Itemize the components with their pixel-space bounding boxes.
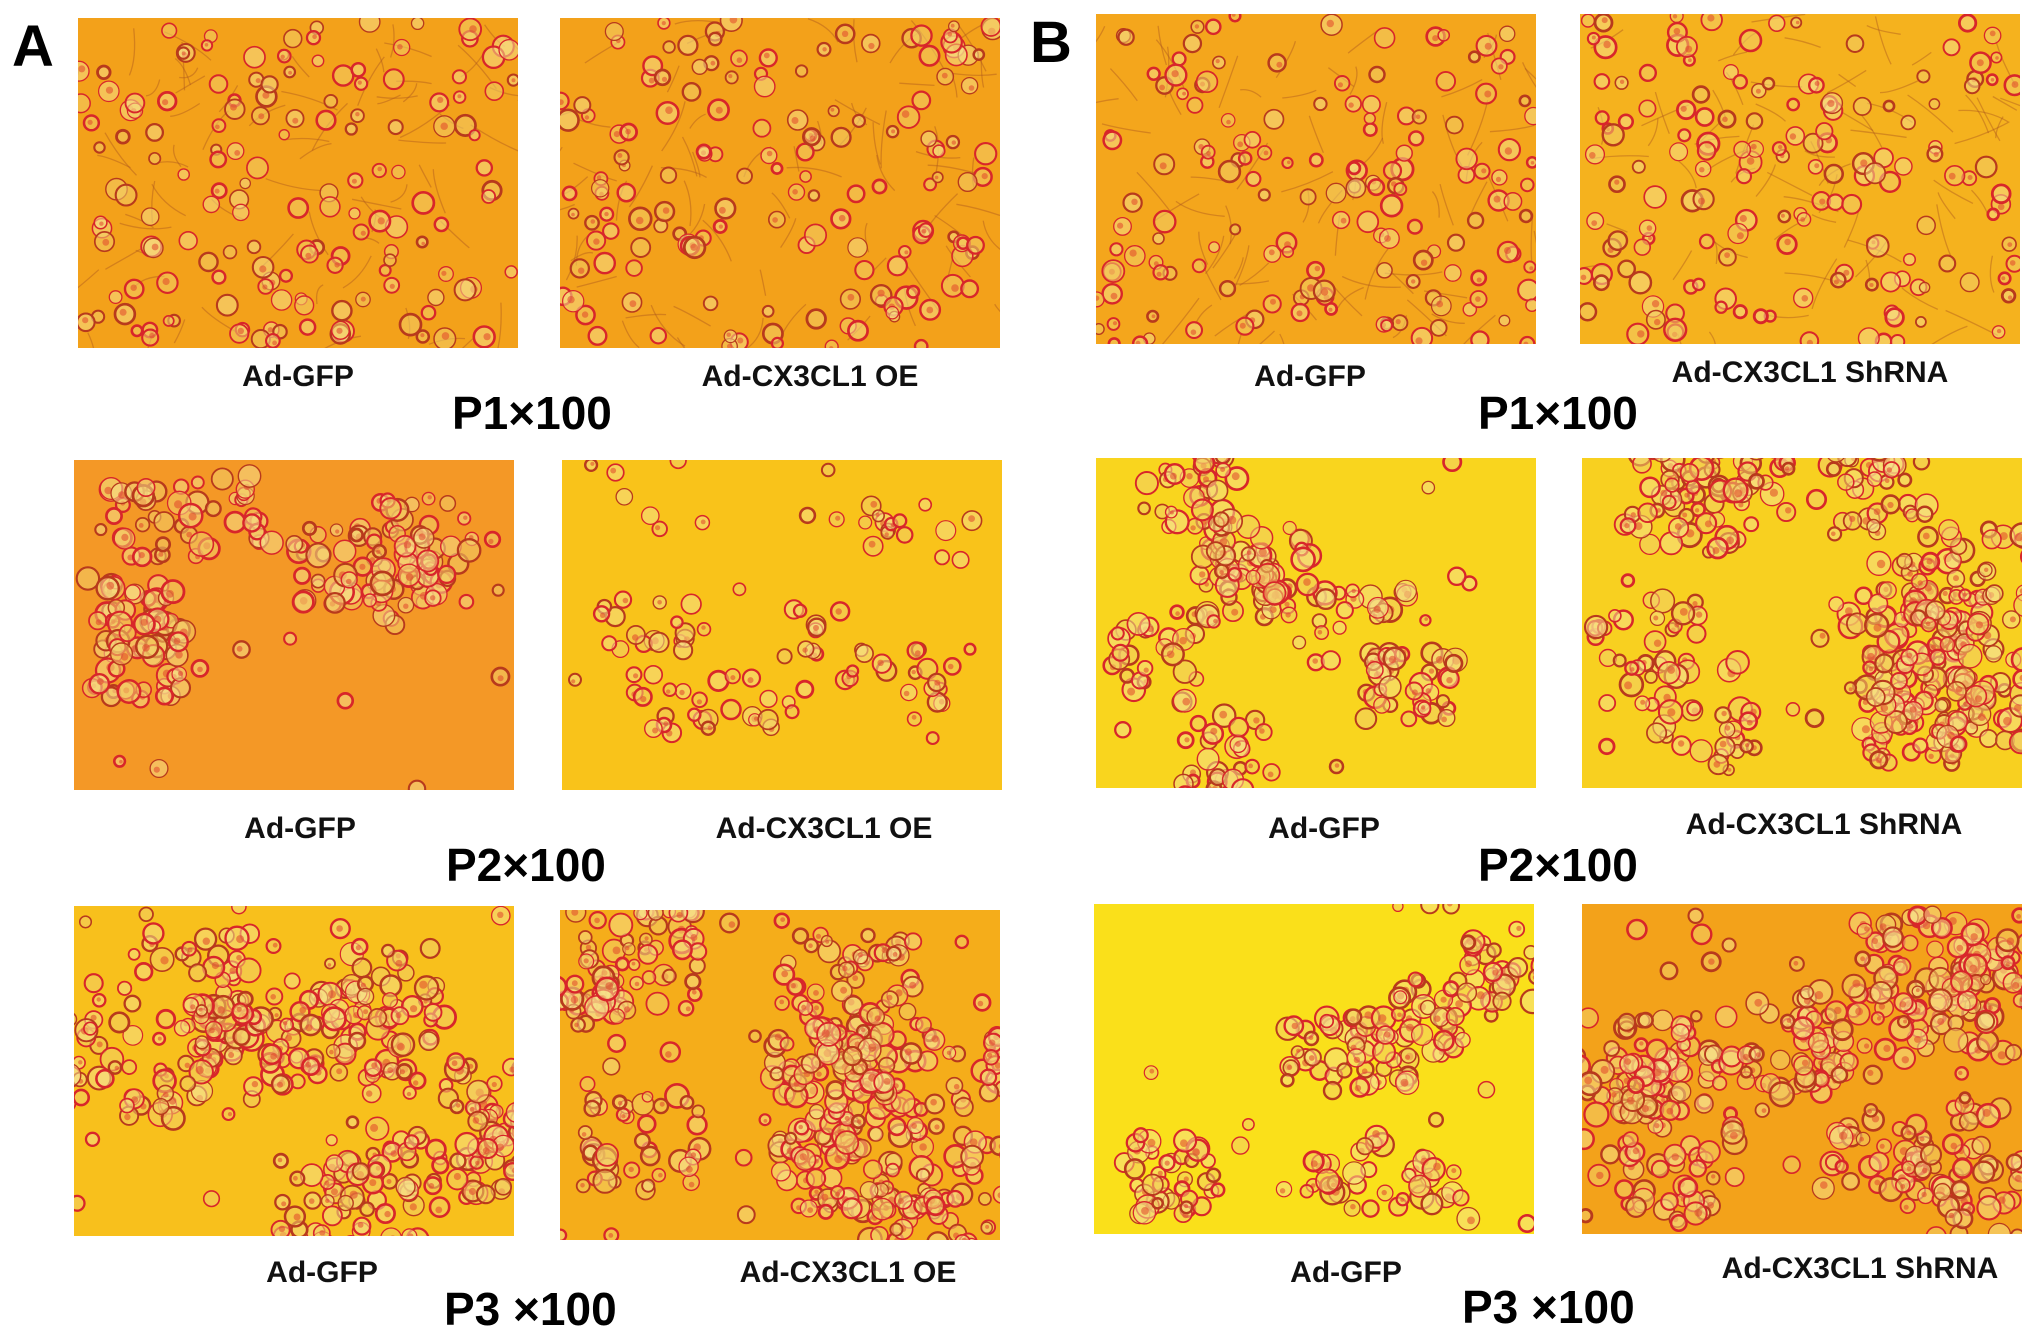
micrograph — [1582, 904, 2022, 1234]
image-label: Ad-CX3CL1 OE — [701, 360, 919, 393]
magnification-label: P1×100 — [1478, 387, 1638, 439]
image-label: Ad-CX3CL1 ShRNA — [1685, 808, 1963, 841]
micrograph — [78, 18, 518, 348]
micrograph — [1580, 14, 2020, 344]
panel-letter-b: B — [1030, 10, 1072, 75]
image-label: Ad-CX3CL1 OE — [739, 1256, 957, 1289]
magnification-label: P3 ×100 — [444, 1283, 617, 1335]
image-label: Ad-CX3CL1 OE — [715, 812, 933, 845]
micrograph — [1094, 904, 1534, 1234]
micrograph — [74, 460, 514, 790]
micrograph — [1096, 14, 1536, 344]
panel-letter-a: A — [12, 14, 54, 79]
micrograph — [1096, 458, 1536, 788]
micrograph — [560, 18, 1000, 348]
image-label: Ad-GFP — [266, 1256, 378, 1289]
magnification-label: P3 ×100 — [1462, 1281, 1635, 1333]
micrograph — [560, 910, 1000, 1240]
image-label: Ad-GFP — [1290, 1256, 1402, 1289]
image-label: Ad-GFP — [1268, 812, 1380, 845]
image-label: Ad-CX3CL1 ShRNA — [1671, 356, 1949, 389]
magnification-label: P1×100 — [452, 387, 612, 439]
image-label: Ad-GFP — [242, 360, 354, 393]
micrograph — [562, 460, 1002, 790]
micrograph — [74, 906, 514, 1236]
magnification-label: P2×100 — [446, 839, 606, 891]
micrograph — [1582, 458, 2022, 788]
image-label: Ad-GFP — [244, 812, 356, 845]
image-label: Ad-GFP — [1254, 360, 1366, 393]
image-label: Ad-CX3CL1 ShRNA — [1721, 1252, 1999, 1285]
magnification-label: P2×100 — [1478, 839, 1638, 891]
